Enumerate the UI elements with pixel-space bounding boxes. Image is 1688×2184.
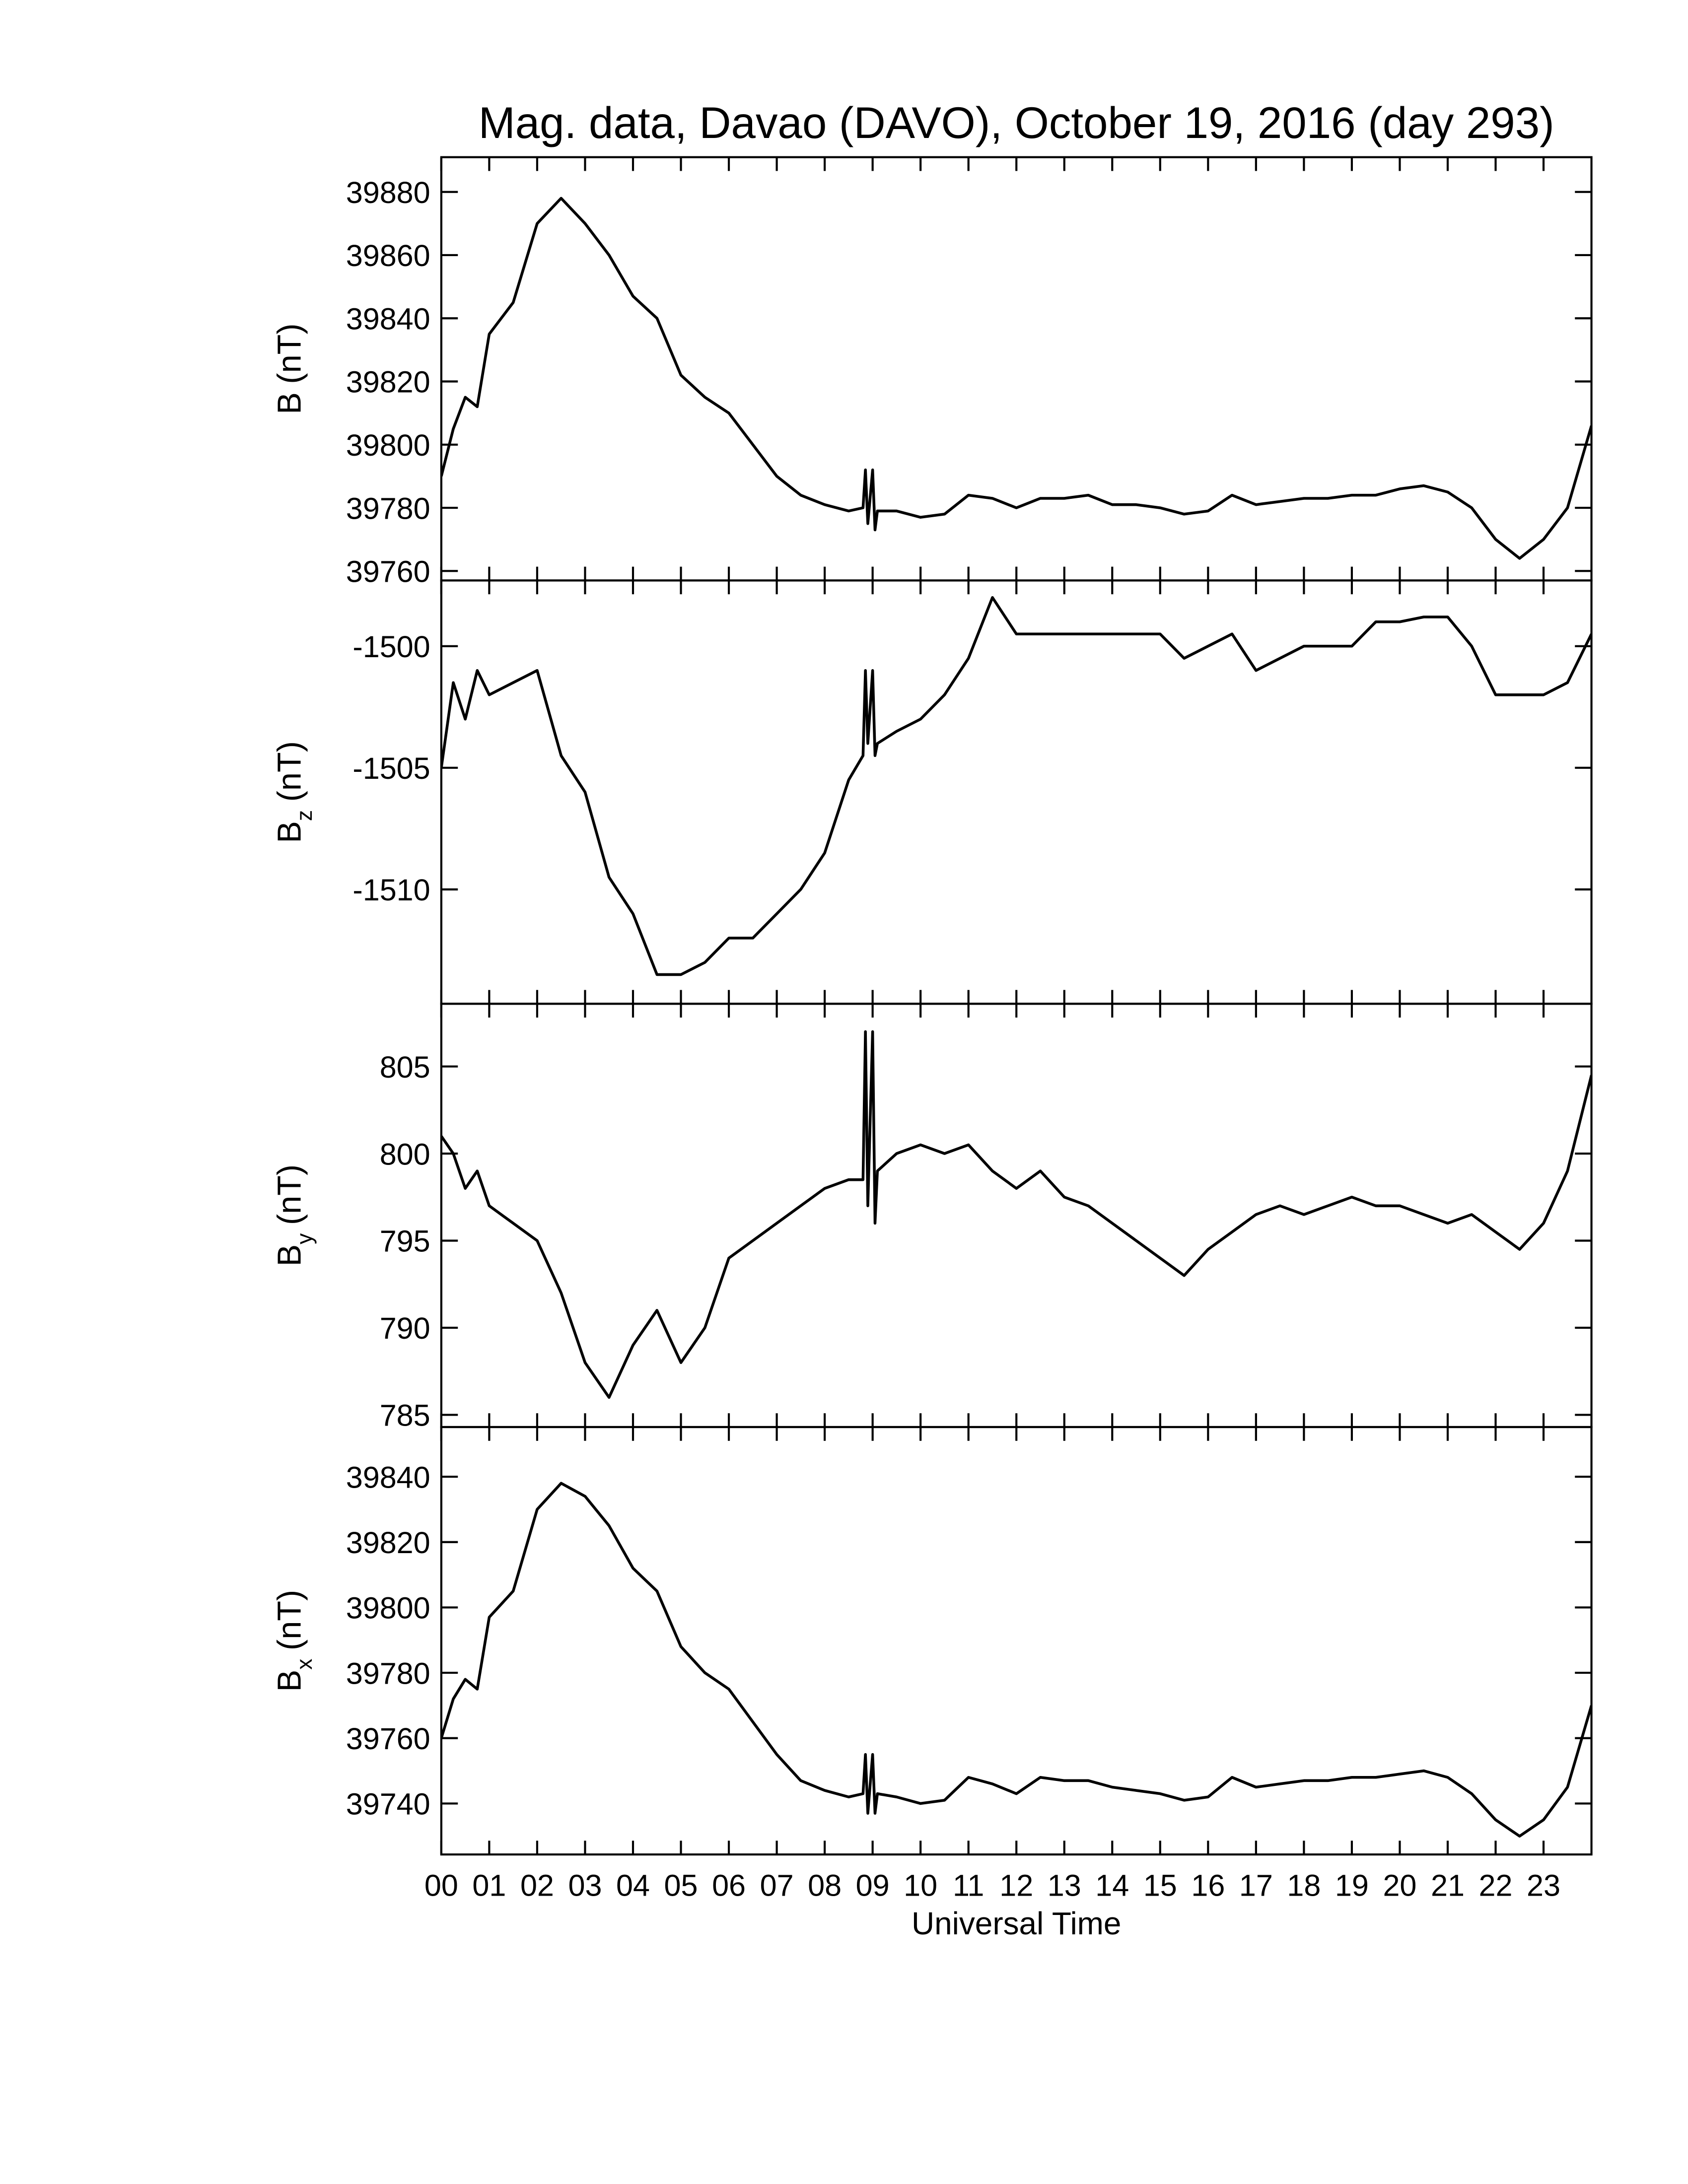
x-tick-label: 06 <box>712 1868 746 1902</box>
x-tick-label: 14 <box>1095 1868 1129 1902</box>
plot-frame <box>440 1426 1593 1856</box>
x-tick-label: 09 <box>856 1868 890 1902</box>
y-tick-label: 795 <box>380 1225 430 1258</box>
y-label-unit: (nT) <box>272 1164 308 1225</box>
y-label-unit: (nT) <box>272 323 308 384</box>
y-tick-label: 39760 <box>346 555 430 589</box>
data-line <box>441 1030 1592 1399</box>
y-tick-label: 800 <box>380 1137 430 1171</box>
x-tick-label: 17 <box>1239 1868 1273 1902</box>
y-tick-label: 39780 <box>346 1656 430 1690</box>
plot-frame <box>440 1003 1593 1429</box>
chart-title: Mag. data, Davao (DAVO), October 19, 201… <box>479 98 1554 147</box>
y-label-symbol: B <box>272 1244 308 1266</box>
y-label-unit: (nT) <box>272 1590 308 1650</box>
x-tick-label: 08 <box>808 1868 842 1902</box>
y-axis-label: By (nT) <box>272 1164 317 1267</box>
x-tick-label: 05 <box>664 1868 698 1902</box>
y-label-unit: (nT) <box>272 741 308 802</box>
x-tick-label: 00 <box>424 1868 458 1902</box>
y-axis-label: Bz (nT) <box>272 741 317 843</box>
x-tick-label: 21 <box>1431 1868 1465 1902</box>
y-tick-label: 39840 <box>346 302 430 336</box>
y-tick-label: 39740 <box>346 1787 430 1821</box>
y-tick-label: 790 <box>380 1311 430 1345</box>
y-tick-label: 39840 <box>346 1460 430 1494</box>
series <box>441 1482 1592 1838</box>
series <box>441 197 1592 560</box>
x-tick-label: 20 <box>1383 1868 1416 1902</box>
x-tick-label: 16 <box>1191 1868 1225 1902</box>
x-tick-label: 19 <box>1335 1868 1369 1902</box>
data-line <box>441 596 1592 976</box>
y-tick-label: 39780 <box>346 491 430 525</box>
x-tick-label: 01 <box>472 1868 506 1902</box>
data-line <box>441 197 1592 560</box>
y-tick-label: -1505 <box>352 751 430 785</box>
x-tick-label: 07 <box>760 1868 794 1902</box>
y-tick-label: 785 <box>380 1399 430 1433</box>
series <box>441 596 1592 976</box>
y-label-subscript: x <box>292 1659 317 1670</box>
x-tick-label: 03 <box>568 1868 602 1902</box>
x-tick-label: 23 <box>1527 1868 1560 1902</box>
y-label-subscript: z <box>292 810 317 821</box>
x-tick-label: 15 <box>1143 1868 1177 1902</box>
y-tick-label: -1500 <box>352 630 430 664</box>
y-tick-label: 39800 <box>346 428 430 462</box>
x-axis-label: Universal Time <box>912 1906 1121 1941</box>
y-tick-label: 39760 <box>346 1722 430 1756</box>
x-tick-label: 13 <box>1048 1868 1081 1902</box>
y-label-symbol: B <box>272 821 308 843</box>
y-tick-label: 39820 <box>346 365 430 399</box>
plot-frame <box>440 156 1593 582</box>
y-axis-label: B (nT) <box>272 323 308 414</box>
data-line <box>441 1482 1592 1838</box>
y-axis-label: Bx (nT) <box>272 1590 317 1692</box>
y-tick-label: 39800 <box>346 1591 430 1625</box>
y-label-symbol: B <box>272 392 308 414</box>
y-tick-label: 805 <box>380 1050 430 1084</box>
x-tick-label: 18 <box>1287 1868 1321 1902</box>
y-tick-label: 39880 <box>346 176 430 209</box>
plot-frame <box>440 579 1593 1005</box>
y-tick-label: 39860 <box>346 239 430 273</box>
x-tick-label: 11 <box>953 1868 984 1902</box>
x-tick-label: 02 <box>520 1868 554 1902</box>
y-label-subscript: y <box>292 1233 317 1244</box>
x-tick-label: 04 <box>616 1868 650 1902</box>
y-label-symbol: B <box>272 1670 308 1692</box>
y-tick-label: -1510 <box>352 873 430 907</box>
x-tick-label: 10 <box>904 1868 937 1902</box>
x-tick-label: 12 <box>999 1868 1033 1902</box>
series <box>441 1030 1592 1399</box>
y-tick-label: 39820 <box>346 1526 430 1560</box>
x-tick-label: 22 <box>1479 1868 1513 1902</box>
